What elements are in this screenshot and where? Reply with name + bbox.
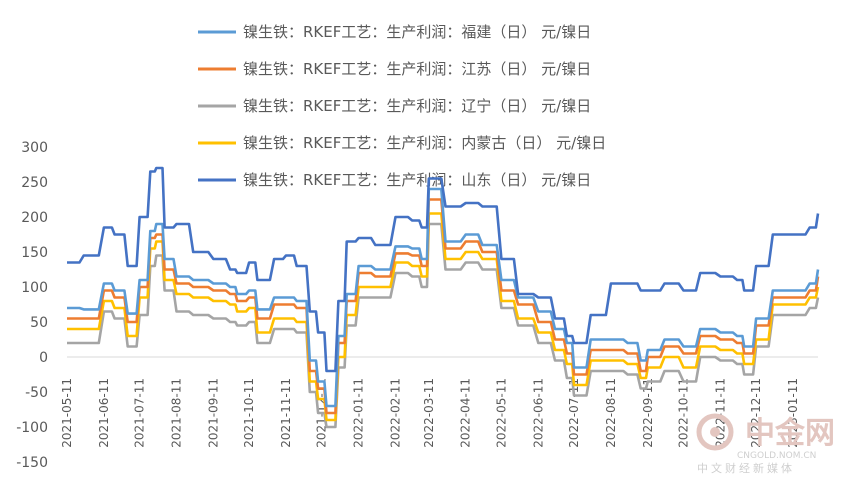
y-tick-label: -50 — [25, 385, 48, 401]
series-line-0 — [67, 187, 820, 408]
x-tick-label: 2022-08-11 — [604, 378, 618, 448]
watermark-logo-icon — [696, 413, 734, 451]
x-tick-label: 2021-05-11 — [60, 378, 74, 448]
y-tick-label: 200 — [21, 210, 48, 226]
series-line-3 — [67, 212, 820, 422]
x-tick-label: 2022-11-11 — [713, 378, 727, 448]
watermark-logo-dot — [710, 427, 720, 437]
x-tick-label: 2021-10-11 — [242, 378, 256, 448]
y-tick-label: 250 — [21, 175, 48, 191]
x-axis: 2021-05-11 2021-06-11 2021-07-11 2021-08-11… — [60, 356, 818, 448]
x-tick-label: 2022-05-11 — [494, 378, 508, 448]
watermark-url: CNGOLD.NOM.CN — [737, 451, 816, 461]
watermark-name: 中金网 — [745, 416, 835, 451]
y-tick-label: 150 — [21, 245, 48, 261]
legend-label-2: 镍生铁：RKEF工艺：生产利润：辽宁（日） 元/镍日 — [243, 97, 591, 115]
y-tick-label: 300 — [21, 140, 48, 156]
x-tick-label: 2021-11-11 — [279, 378, 293, 448]
y-tick-label: 0 — [39, 350, 48, 366]
y-tick-label: -150 — [16, 455, 48, 471]
legend-label-1: 镍生铁：RKEF工艺：生产利润：江苏（日） 元/镍日 — [243, 60, 591, 78]
watermark: 中金网 CNGOLD.NOM.CN 中文财经新媒体 — [696, 413, 835, 475]
x-tick-label: 2022-06-11 — [531, 378, 545, 448]
legend-label-0: 镍生铁：RKEF工艺：生产利润：福建（日） 元/镍日 — [243, 23, 591, 41]
x-tick-label: 2022-12-11 — [749, 378, 763, 448]
series-line-1 — [67, 198, 820, 415]
x-tick-label: 2022-02-11 — [388, 378, 402, 448]
x-tick-label: 2022-09-11 — [641, 378, 655, 448]
series-line-4 — [67, 166, 820, 373]
x-tick-label: 2022-03-11 — [422, 378, 436, 448]
x-tick-label: 2021-06-11 — [97, 378, 111, 448]
y-tick-label: 100 — [21, 280, 48, 296]
x-tick-label: 2021-08-11 — [169, 378, 183, 448]
y-tick-label: -100 — [16, 420, 48, 436]
watermark-subtitle: 中文财经新媒体 — [697, 461, 795, 475]
y-axis: -150 -100 -50 0 50 100 150 200 250 300 — [16, 140, 48, 471]
x-tick-label: 2021-07-11 — [133, 378, 147, 448]
legend-label-4: 镍生铁：RKEF工艺：生产利润：山东（日） 元/镍日 — [243, 171, 591, 189]
y-tick-label: 50 — [30, 315, 48, 331]
series-line-2 — [67, 222, 820, 429]
x-tick-label: 2021-09-11 — [206, 378, 220, 448]
series-lines — [67, 166, 820, 429]
x-tick-label: 2023-01-11 — [786, 378, 800, 448]
legend-label-3: 镍生铁：RKEF工艺：生产利润：内蒙古（日） 元/镍日 — [243, 134, 606, 152]
x-tick-label: 2022-10-11 — [677, 378, 691, 448]
x-tick-label: 2022-01-11 — [352, 378, 366, 448]
x-tick-label: 2022-04-11 — [459, 378, 473, 448]
legend: 镍生铁：RKEF工艺：生产利润：福建（日） 元/镍日镍生铁：RKEF工艺：生产利… — [198, 23, 606, 189]
